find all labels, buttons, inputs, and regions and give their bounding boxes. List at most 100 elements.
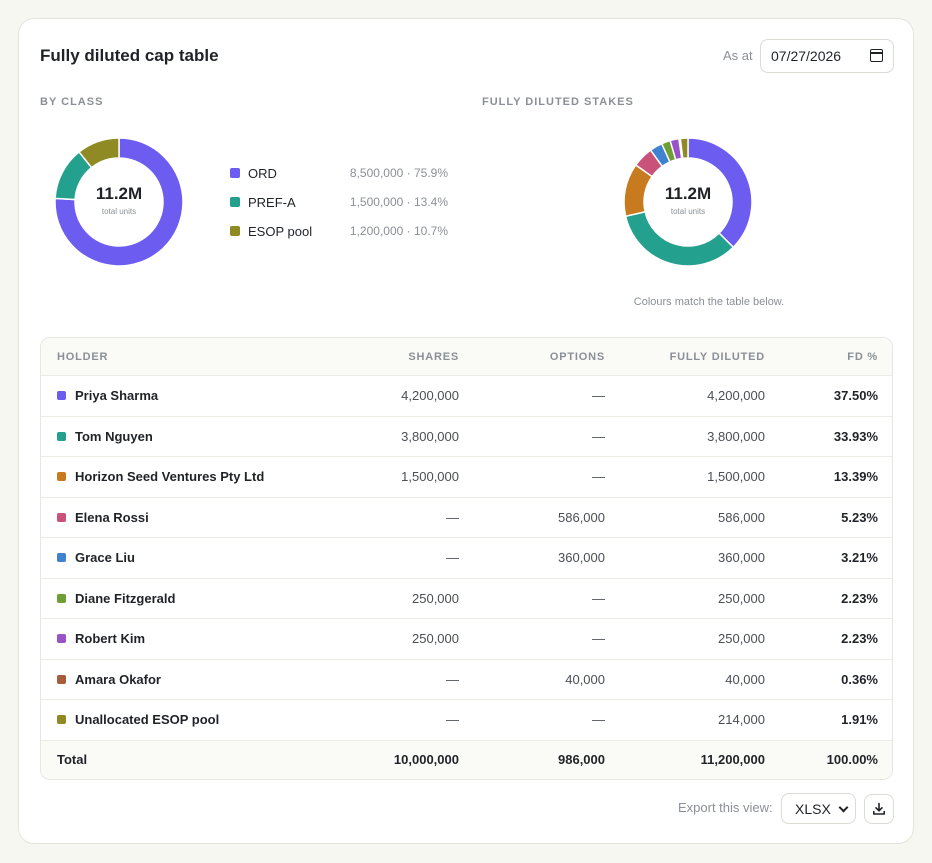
export-format-select[interactable]: XLSX: [781, 793, 856, 824]
fd-stakes-donut-chart: [623, 137, 753, 267]
fully-diluted-cell: 3,800,000: [707, 428, 765, 444]
fd-stakes-slice: [624, 210, 735, 267]
download-button[interactable]: [864, 794, 894, 824]
options-cell: 360,000: [558, 550, 605, 566]
fully-diluted-cell: 360,000: [718, 550, 765, 566]
holder-cell: Tom Nguyen: [57, 417, 337, 457]
fd-stakes-slice: [679, 137, 689, 160]
options-cell: —: [592, 631, 605, 647]
legend-swatch: [230, 168, 240, 178]
chart-caption: Colours match the table below.: [633, 296, 785, 308]
table-row: Priya Sharma 4,200,000 — 4,200,000 37.50%: [41, 375, 892, 416]
legend-value: 8,500,000 · 75.9%: [349, 166, 448, 180]
holder-cell: Amara Okafor: [57, 660, 337, 700]
fd-stakes-total: 11.2M: [664, 184, 712, 203]
holder-name: Robert Kim: [75, 631, 146, 647]
table-row: Elena Rossi — 586,000 586,000 5.23%: [41, 496, 892, 538]
date-value: 07/27/2026: [771, 48, 842, 64]
holder-name: Horizon Seed Ventures Pty Ltd: [75, 469, 265, 485]
table-row: Unallocated ESOP pool — — 214,000 1.91%: [41, 699, 892, 740]
download-icon: [873, 802, 885, 815]
fd-pct-cell: 33.93%: [833, 428, 878, 444]
options-cell: 586,000: [558, 509, 605, 525]
col-options: OPTIONS: [549, 350, 605, 363]
holder-cell: Robert Kim: [57, 619, 337, 659]
options-cell: —: [592, 590, 605, 606]
fully-diluted-cell: 586,000: [718, 509, 765, 525]
table-row: Diane Fitzgerald 250,000 — 250,000 2.23%: [41, 577, 892, 619]
legend-item: ESOP pool 1,200,000 · 10.7%: [230, 221, 448, 241]
holder-cell: Diane Fitzgerald: [57, 579, 337, 619]
holder-cell: Priya Sharma: [57, 376, 337, 416]
holder-color-dot: [57, 512, 66, 522]
options-cell: —: [592, 712, 605, 728]
fd-pct-cell: 3.21%: [841, 550, 878, 566]
holder-name: Tom Nguyen: [75, 428, 153, 444]
shares-cell: 3,800,000: [401, 428, 459, 444]
calendar-icon[interactable]: [870, 49, 883, 62]
fd-pct-cell: 0.36%: [841, 671, 878, 687]
shares-cell: 250,000: [412, 590, 459, 606]
table-row: Robert Kim 250,000 — 250,000 2.23%: [41, 618, 892, 659]
fully-diluted-cell: 1,500,000: [707, 469, 765, 485]
fd-stakes-total-caption: total units: [670, 207, 706, 216]
shares-cell: 4,200,000: [401, 388, 459, 404]
total-options: 986,000: [558, 752, 605, 768]
table-row: Amara Okafor — 40,000 40,000 0.36%: [41, 658, 892, 700]
fd-stakes-label: FULLY DILUTED STAKES: [482, 96, 634, 108]
fully-diluted-cell: 214,000: [718, 712, 765, 728]
holder-color-dot: [57, 715, 66, 725]
holder-color-dot: [57, 472, 66, 482]
by-class-total: 11.2M: [95, 184, 143, 203]
holder-color-dot: [57, 391, 66, 401]
options-cell: 40,000: [565, 671, 605, 687]
legend-swatch: [230, 197, 240, 207]
export-format-value: XLSX: [795, 800, 831, 817]
total-fd-pct: 100.00%: [826, 752, 878, 768]
cap-table: HOLDER SHARES OPTIONS FULLY DILUTED FD %…: [40, 337, 893, 780]
shares-cell: —: [446, 671, 459, 687]
legend-item: ORD 8,500,000 · 75.9%: [230, 163, 448, 183]
as-at-label: As at: [723, 48, 753, 63]
as-at-date-input[interactable]: 07/27/2026: [760, 39, 894, 73]
legend-item: PREF-A 1,500,000 · 13.4%: [230, 192, 448, 212]
legend-value: 1,200,000 · 10.7%: [349, 224, 448, 238]
export-label: Export this view:: [678, 800, 773, 815]
chevron-down-icon: [838, 802, 849, 813]
col-holder: HOLDER: [57, 350, 109, 363]
col-shares: SHARES: [408, 350, 459, 363]
fd-pct-cell: 2.23%: [841, 631, 878, 647]
by-class-center: 11.2M total units: [79, 184, 159, 216]
fd-pct-cell: 2.23%: [841, 590, 878, 606]
holder-color-dot: [57, 431, 66, 441]
legend-name: PREF-A: [248, 194, 296, 210]
shares-cell: —: [446, 712, 459, 728]
options-cell: —: [592, 388, 605, 404]
total-fully-diluted: 11,200,000: [700, 752, 765, 768]
legend-value: 1,500,000 · 13.4%: [349, 195, 448, 209]
shares-cell: 1,500,000: [401, 469, 459, 485]
holder-color-dot: [57, 634, 66, 644]
legend-name: ESOP pool: [248, 223, 313, 239]
holder-color-dot: [57, 553, 66, 563]
options-cell: —: [592, 428, 605, 444]
legend-swatch: [230, 226, 240, 236]
holder-color-dot: [57, 593, 66, 603]
holder-name: Diane Fitzgerald: [75, 590, 176, 606]
holder-name: Unallocated ESOP pool: [75, 712, 220, 728]
shares-cell: —: [446, 509, 459, 525]
fully-diluted-cell: 40,000: [725, 671, 765, 687]
table-row: Horizon Seed Ventures Pty Ltd 1,500,000 — 1…: [41, 456, 892, 497]
total-shares: 10,000,000: [393, 752, 459, 768]
page-title: Fully diluted cap table: [40, 46, 219, 65]
by-class-total-caption: total units: [101, 207, 137, 216]
fd-pct-cell: 13.39%: [833, 469, 878, 485]
table-row: Tom Nguyen 3,800,000 — 3,800,000 33.93%: [41, 415, 892, 457]
col-fd-pct: FD %: [847, 350, 878, 363]
holder-cell: Grace Liu: [57, 538, 337, 578]
holder-cell: Horizon Seed Ventures Pty Ltd: [57, 457, 337, 497]
table-header: HOLDER SHARES OPTIONS FULLY DILUTED FD %: [41, 338, 892, 375]
fd-pct-cell: 1.91%: [841, 712, 878, 728]
fully-diluted-cell: 4,200,000: [707, 388, 765, 404]
fd-pct-cell: 37.50%: [833, 388, 878, 404]
